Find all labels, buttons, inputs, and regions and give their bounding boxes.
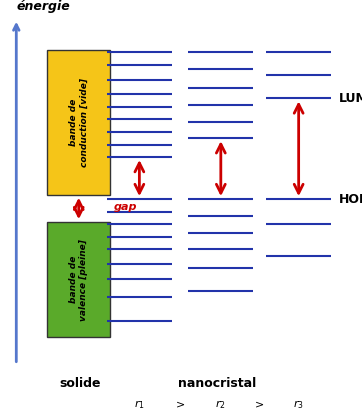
Text: >: >	[176, 399, 185, 409]
Text: HOMO: HOMO	[338, 192, 362, 206]
FancyBboxPatch shape	[47, 222, 110, 337]
Text: $r_3$: $r_3$	[293, 398, 304, 411]
Text: bande de
valence [pleine]: bande de valence [pleine]	[69, 239, 88, 321]
Text: $r_1$: $r_1$	[134, 398, 145, 411]
Text: gap: gap	[114, 202, 138, 212]
Text: $r_2$: $r_2$	[215, 398, 226, 411]
FancyBboxPatch shape	[47, 50, 110, 195]
Text: >: >	[255, 399, 264, 409]
Text: LUMO: LUMO	[338, 92, 362, 105]
Text: nanocristal: nanocristal	[178, 377, 256, 390]
Text: solide: solide	[59, 377, 100, 390]
Text: énergie: énergie	[16, 0, 70, 13]
Text: bande de
conduction [vide]: bande de conduction [vide]	[69, 78, 88, 167]
